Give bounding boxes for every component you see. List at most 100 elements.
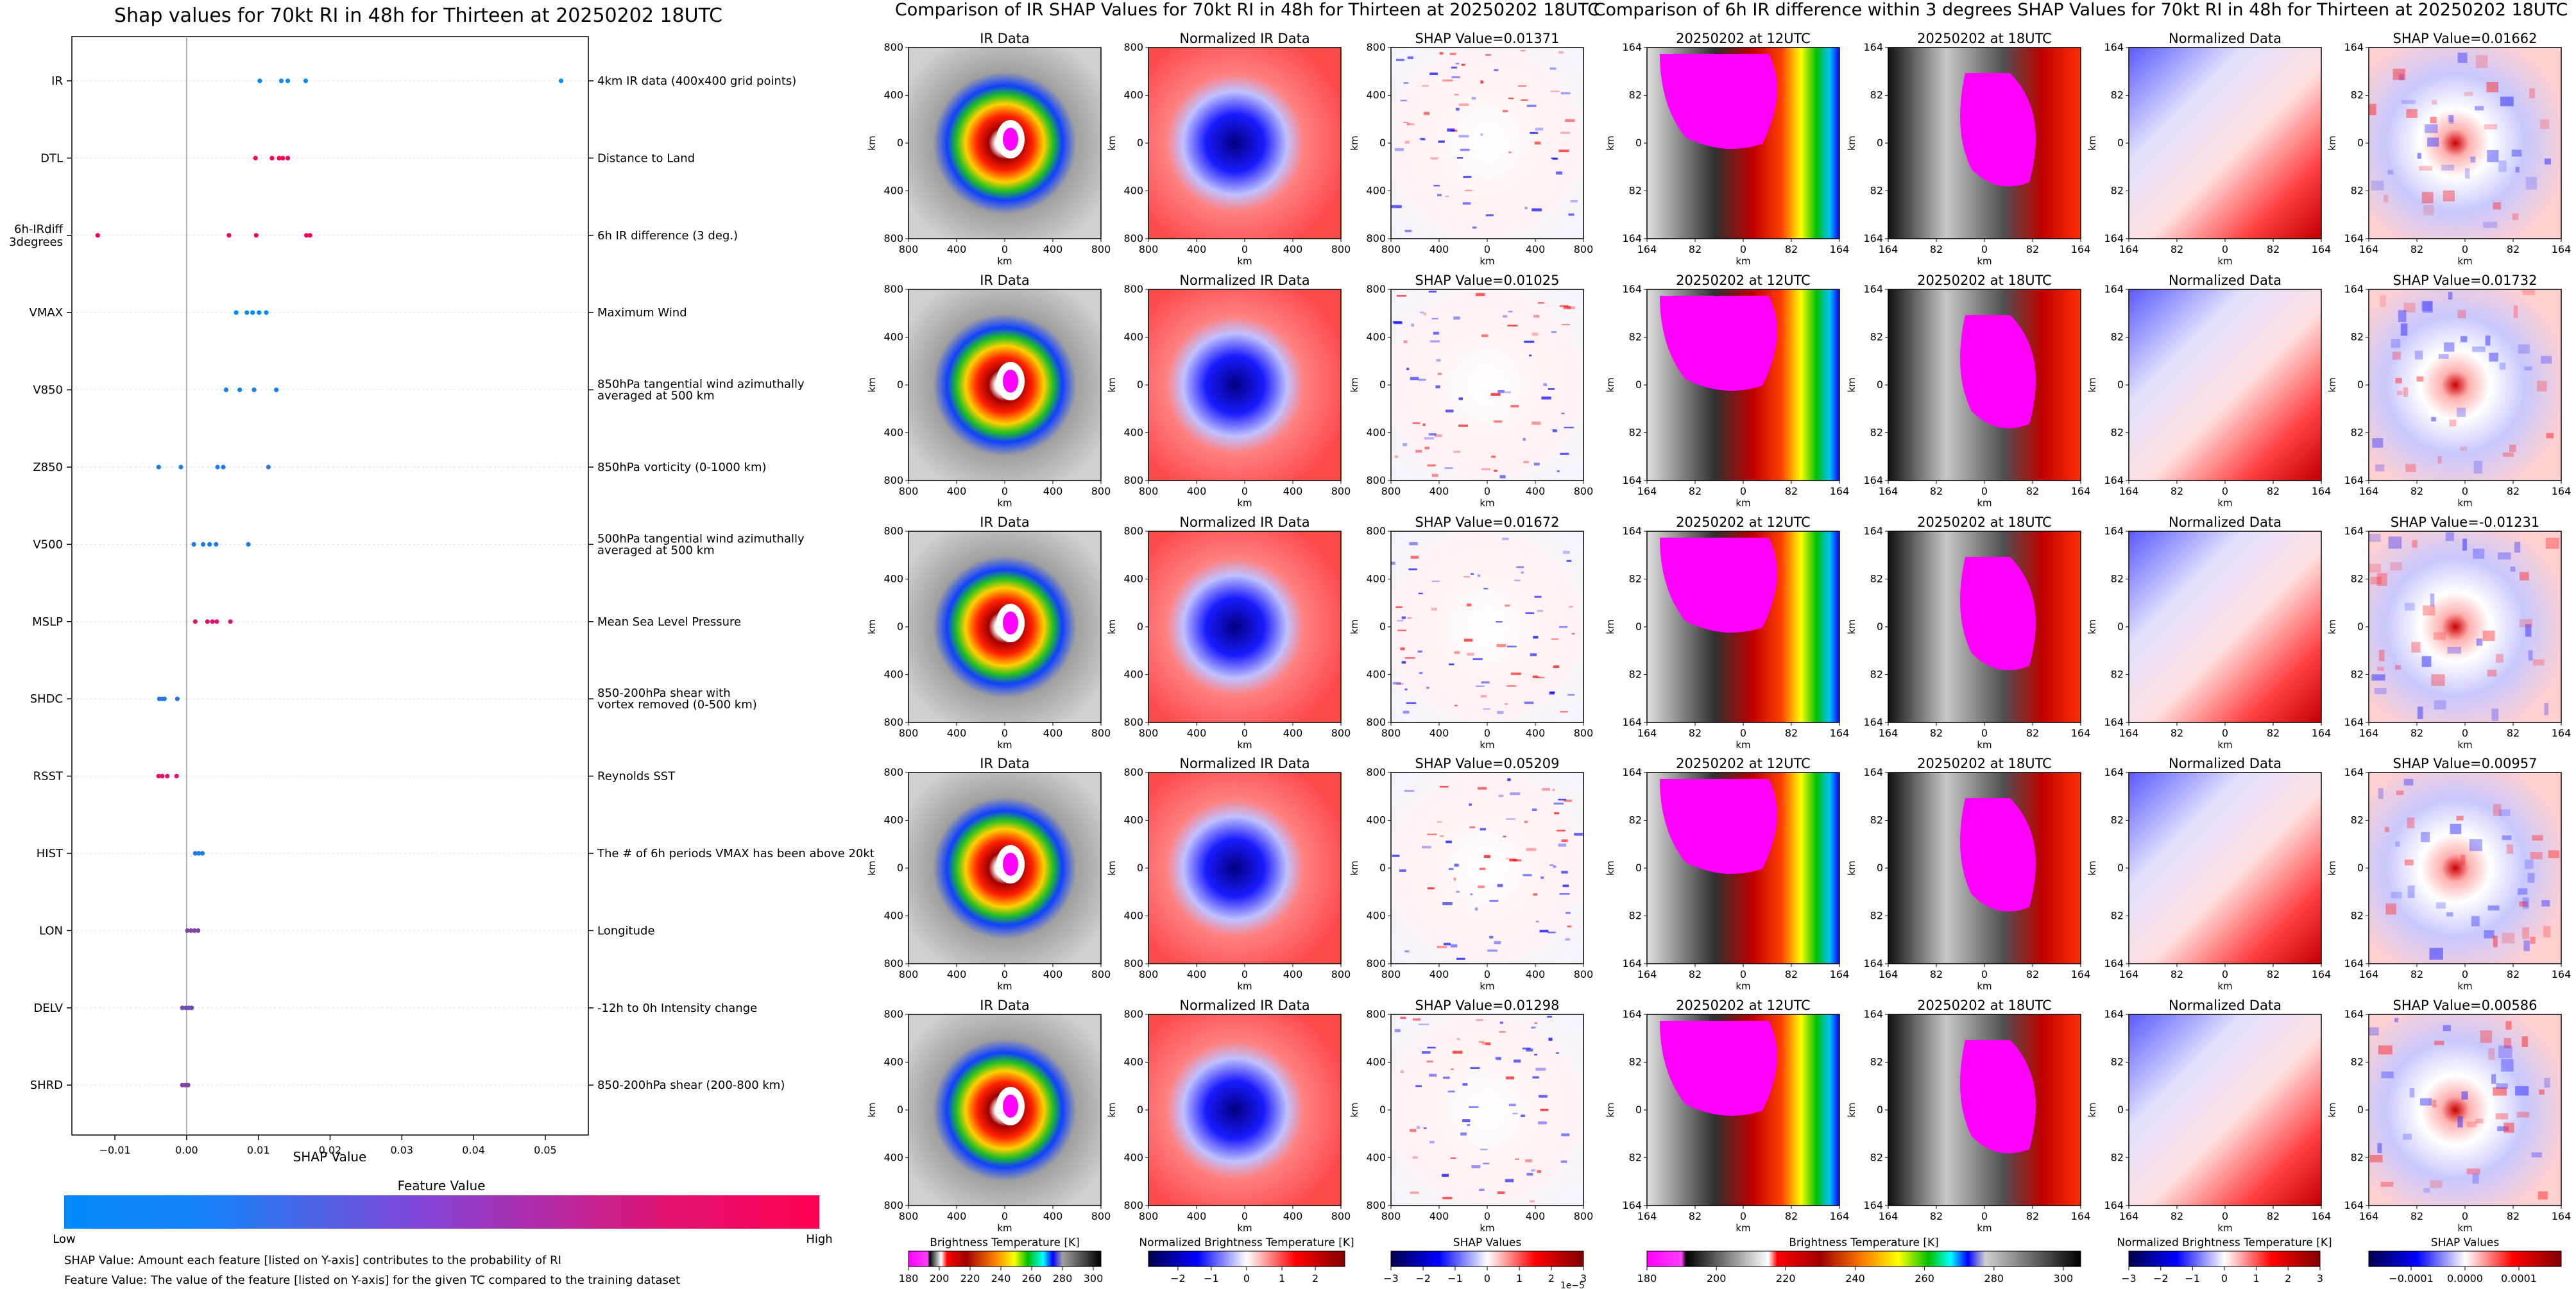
shap-blob [2424, 124, 2438, 133]
colorbar-tick-label: 200 [930, 1272, 950, 1285]
shap-blob [2475, 106, 2484, 111]
y-axis-label: km [2086, 377, 2098, 392]
feature-value-colorbar [64, 1195, 819, 1229]
x-axis-label: km [1736, 497, 1750, 509]
shap-feature-rows: IR 4km IR data (400x400 grid points) DTL Di… [9, 74, 874, 1092]
colorbar-tick-label: 0.0001 [2501, 1272, 2537, 1285]
x-tick-label: 82 [2026, 485, 2039, 497]
x-axis-label: km [2217, 1222, 2232, 1234]
y-tick-label: 82 [2351, 185, 2364, 197]
shap-streak [1471, 573, 1474, 575]
feature-description: vortex removed (0-500 km) [597, 698, 757, 712]
x-tick-label: 0 [2222, 485, 2228, 497]
shap-streak [1508, 151, 1512, 153]
cold-cloud-region [1660, 1021, 1777, 1116]
shap-blob [2539, 1089, 2545, 1095]
shap-streak [1485, 54, 1491, 56]
ir-data-title: IR Data [980, 515, 1030, 530]
x-tick-label: 800 [1574, 243, 1594, 255]
shap-streak [1552, 429, 1557, 432]
colorbar-tick-label: 2 [2285, 1272, 2291, 1285]
x-tick-label: 0 [1740, 727, 1746, 739]
shap-streak [1431, 318, 1438, 320]
y-tick-label: 0 [2357, 620, 2364, 633]
diff-shap-image [2369, 773, 2561, 964]
shap-streak [1474, 907, 1478, 911]
shap-blob [2398, 310, 2407, 323]
shap-blob [2528, 650, 2533, 661]
x-tick-label: 400 [1187, 1210, 1207, 1222]
y-axis-label: km [1605, 860, 1616, 875]
shap-streak [1550, 90, 1560, 92]
y-tick-label: 400 [1123, 669, 1143, 681]
diff-shap-title: SHAP Value=0.01732 [2393, 273, 2538, 288]
shap-streak [1477, 787, 1487, 790]
x-tick-label: 400 [947, 968, 967, 980]
normalized-diff-title: Normalized Data [2169, 273, 2282, 288]
y-tick-label: 82 [2111, 669, 2124, 681]
y-tick-label: 0 [1635, 862, 1642, 874]
shap-streak [1476, 293, 1485, 296]
shap-point [210, 619, 215, 624]
shap-streak [1431, 607, 1438, 611]
shap-streak [1514, 1059, 1521, 1063]
shap-streak [1404, 656, 1415, 659]
shap-streak [1531, 808, 1537, 812]
x-tick-label: 164 [2071, 968, 2091, 980]
x-tick-label: 0 [1484, 1210, 1490, 1222]
y-tick-label: 82 [2351, 331, 2364, 343]
shap-blob [2516, 1111, 2530, 1118]
shap-streak [1485, 1042, 1491, 1046]
shap-blob [2466, 1168, 2480, 1175]
x-tick-label: 0.01 [247, 1144, 270, 1156]
shap-blob [2375, 464, 2385, 472]
x-tick-label: 400 [1187, 968, 1207, 980]
x-axis-label: km [2217, 497, 2232, 509]
shap-point [307, 233, 312, 238]
shap-streak [1564, 799, 1572, 802]
x-tick-label: 164 [2552, 243, 2572, 255]
shap-streak [1434, 434, 1442, 437]
shap-streak [1508, 98, 1514, 99]
shap-point [252, 388, 257, 393]
shap-streak [1553, 866, 1557, 868]
x-tick-label: 82 [1785, 485, 1798, 497]
x-axis-label: km [1736, 980, 1750, 992]
shap-blob [2498, 160, 2507, 172]
y-tick-label: 0 [2117, 137, 2124, 149]
x-axis-label: km [2457, 497, 2472, 509]
shap-streak [1560, 1160, 1567, 1163]
y-tick-label: 800 [883, 474, 903, 486]
shap-streak [1391, 205, 1402, 209]
diff-section-title: Comparison of 6h IR difference within 3 … [1594, 0, 2568, 20]
shap-streak [1535, 1068, 1546, 1071]
shap-streak [1570, 200, 1578, 203]
feature-description: -12h to 0h Intensity change [597, 1002, 757, 1015]
y-tick-label: 82 [1629, 185, 1642, 197]
x-tick-label: 82 [2410, 1210, 2423, 1222]
shap-blob [2487, 669, 2497, 677]
feature-description: Maximum Wind [597, 306, 687, 320]
colorbar-tick-label: 240 [1845, 1272, 1865, 1285]
feature-description: 850hPa tangential wind azimuthally [597, 378, 805, 391]
y-tick-label: 400 [1123, 814, 1143, 826]
x-tick-label: 0.00 [175, 1144, 198, 1156]
diff-cb1-label: Brightness Temperature [K] [1789, 1236, 1938, 1249]
shap-streak [1483, 855, 1490, 858]
y-tick-label: 400 [1366, 814, 1386, 826]
shap-streak [1455, 62, 1460, 65]
x-tick-label: 82 [1785, 243, 1798, 255]
shap-point [214, 542, 219, 547]
shap-streak [1422, 423, 1426, 427]
shap-blob [2387, 170, 2394, 175]
y-tick-label: 800 [1366, 232, 1386, 244]
shap-point [214, 619, 219, 624]
shap-blob [2450, 823, 2462, 835]
shap-streak [1472, 658, 1483, 660]
x-tick-label: 800 [1574, 485, 1594, 497]
shap-blob [2497, 1126, 2509, 1132]
shap-blob [2531, 1152, 2542, 1157]
shap-streak [1400, 647, 1405, 651]
